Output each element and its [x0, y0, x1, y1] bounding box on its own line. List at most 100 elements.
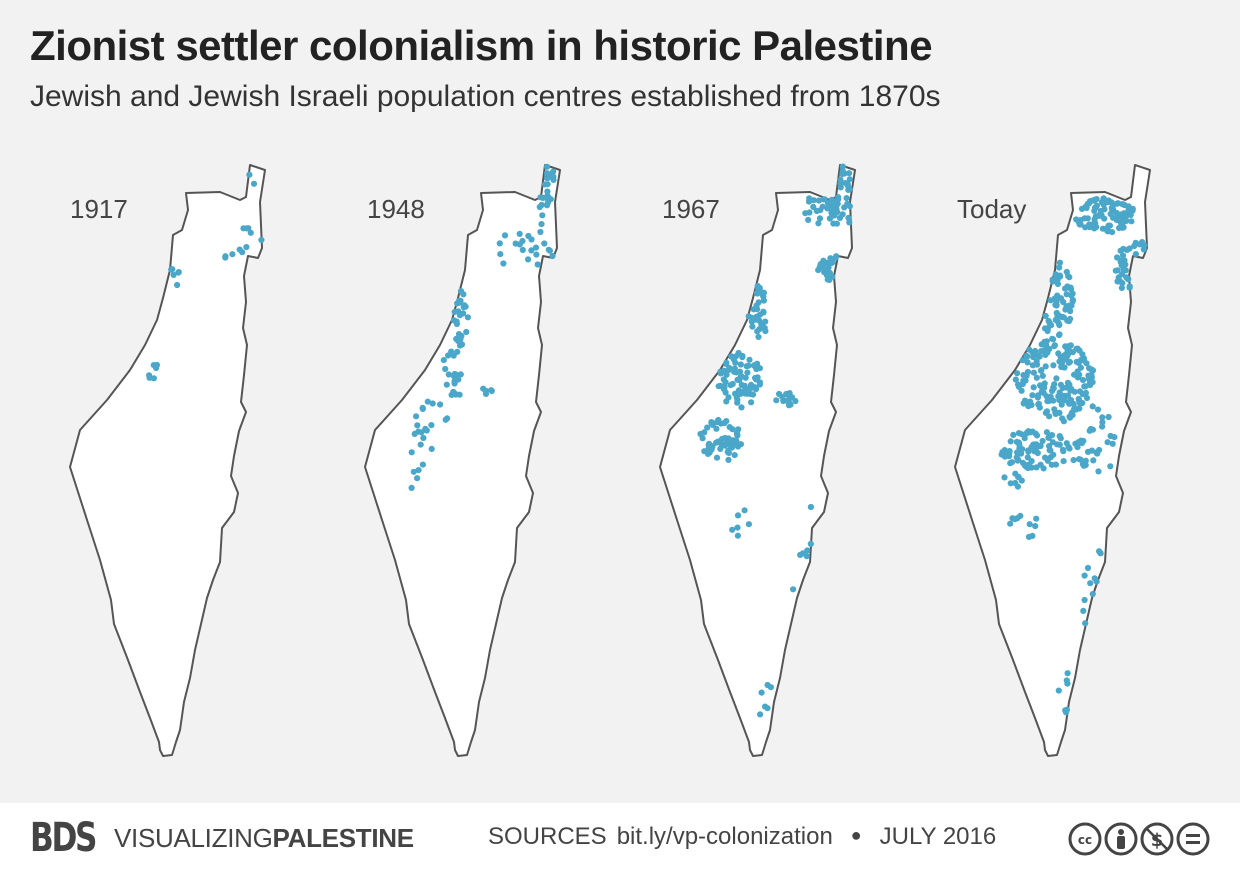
settlement-dot — [1063, 268, 1070, 276]
settlement-dot — [1019, 357, 1026, 364]
settlement-dot — [699, 435, 706, 442]
settlement-dot — [708, 419, 715, 426]
settlement-dot — [755, 333, 762, 340]
settlement-dot — [1128, 218, 1135, 225]
settlement-dot — [1007, 480, 1014, 487]
cc-icon: cc — [1068, 822, 1102, 856]
settlement-dot — [1001, 474, 1008, 481]
settlement-dot — [827, 205, 834, 212]
settlement-dot — [1086, 365, 1093, 372]
settlement-dot — [1083, 394, 1091, 402]
map-outline — [659, 164, 856, 757]
settlement-dots — [998, 195, 1148, 716]
settlement-dot — [1069, 290, 1076, 297]
settlement-dot — [846, 176, 853, 183]
settlement-dot — [419, 404, 426, 411]
settlement-dot — [756, 325, 763, 333]
settlement-dot — [541, 181, 549, 188]
noncommercial-icon: $ — [1140, 822, 1174, 856]
settlement-dot — [458, 341, 466, 348]
settlement-dot — [445, 352, 452, 359]
settlement-dot — [1014, 449, 1021, 456]
settlement-dot — [1019, 380, 1026, 388]
settlement-dot — [428, 422, 435, 429]
settlement-dot — [534, 261, 541, 268]
settlement-dot — [1034, 394, 1041, 401]
settlement-dot — [706, 449, 713, 456]
map-outline — [364, 164, 561, 757]
settlement-dot — [815, 197, 822, 204]
settlement-dot — [1070, 457, 1077, 464]
settlement-dot — [760, 309, 767, 316]
settlement-dot — [756, 284, 763, 292]
settlement-dot — [1095, 468, 1102, 475]
settlement-dot — [1034, 449, 1041, 457]
settlement-dot — [721, 419, 728, 427]
settlement-dot — [1067, 308, 1074, 315]
settlement-dot — [779, 393, 786, 400]
settlement-dot — [519, 246, 526, 254]
settlement-dot — [748, 318, 755, 325]
settlement-dot — [1040, 465, 1047, 472]
page-title: Zionist settler colonialism in historic … — [30, 22, 933, 69]
sources-link[interactable]: bit.ly/vp-colonization — [616, 823, 833, 850]
settlement-dot — [833, 253, 840, 260]
settlement-dot — [1097, 549, 1104, 556]
settlement-dot — [729, 526, 736, 533]
settlement-dot — [1019, 446, 1026, 453]
settlement-dot — [1046, 413, 1053, 420]
settlement-dot — [1056, 331, 1063, 338]
settlement-dot — [722, 379, 729, 386]
settlement-dot — [807, 503, 814, 511]
settlement-dot — [1039, 437, 1046, 445]
settlement-dot — [236, 246, 243, 253]
settlement-dot — [1082, 620, 1089, 627]
settlement-dot — [1028, 458, 1035, 465]
settlement-dot — [741, 507, 748, 514]
settlement-dot — [1014, 370, 1021, 377]
settlement-dot — [1057, 295, 1065, 302]
settlement-dot — [737, 441, 744, 448]
settlement-dot — [755, 299, 762, 306]
settlement-dot — [1033, 432, 1041, 439]
settlement-dot — [1099, 225, 1106, 232]
settlement-dot — [1029, 428, 1036, 435]
settlement-dot — [1044, 398, 1051, 405]
settlement-dot — [741, 390, 748, 397]
settlement-dot — [704, 424, 711, 431]
settlement-dot — [826, 215, 833, 222]
settlement-dot — [153, 364, 160, 372]
settlement-dot — [175, 269, 182, 276]
settlement-dot — [1067, 342, 1074, 349]
settlement-dot — [839, 163, 846, 170]
settlement-dot — [440, 357, 447, 364]
settlement-dot — [846, 170, 853, 177]
settlement-dot — [1088, 447, 1095, 454]
settlement-dot — [1007, 438, 1014, 445]
settlement-dot — [541, 240, 548, 247]
map-year-label: 1917 — [70, 194, 128, 224]
settlement-dot — [762, 703, 769, 710]
settlement-dot — [543, 175, 551, 182]
settlement-dot — [444, 415, 451, 422]
license-icons: cc $ — [1068, 822, 1210, 856]
settlement-dot — [222, 254, 229, 261]
settlement-dot — [722, 389, 729, 396]
settlement-dot — [736, 377, 743, 384]
settlement-dot — [258, 236, 265, 244]
settlement-dot — [1033, 361, 1041, 368]
settlement-dot — [745, 521, 752, 528]
settlement-dot — [1076, 371, 1083, 378]
settlement-dot — [1079, 351, 1086, 358]
settlement-dot — [1110, 207, 1117, 214]
settlement-dot — [1053, 302, 1060, 309]
settlement-dot — [1084, 564, 1092, 572]
settlement-dot — [1094, 406, 1102, 413]
settlement-dot — [451, 378, 458, 385]
settlement-dot — [533, 251, 540, 258]
settlement-dot — [790, 586, 797, 593]
settlement-dot — [1014, 457, 1021, 464]
settlement-dot — [767, 684, 774, 691]
settlement-dot — [806, 195, 813, 202]
settlement-dot — [1063, 706, 1070, 713]
